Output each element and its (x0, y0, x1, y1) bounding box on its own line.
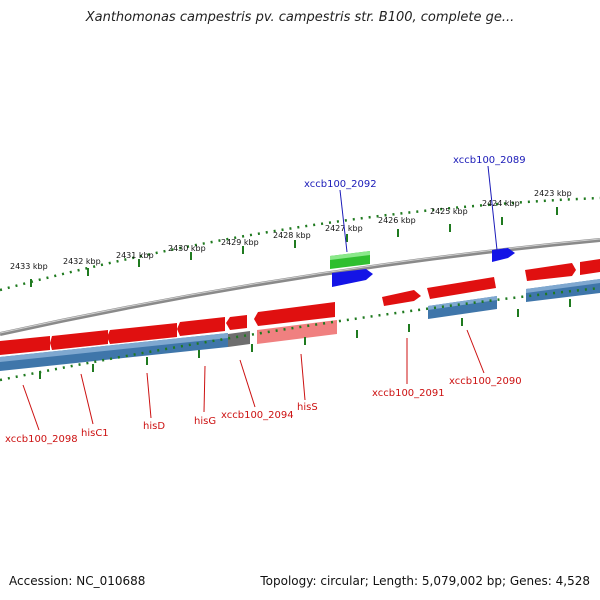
kbp-label: 2423 kbp (534, 189, 572, 198)
blue-feature[interactable] (332, 269, 373, 287)
kbp-label: 2428 kbp (273, 231, 311, 240)
kbp-label: 2431 kbp (116, 251, 154, 260)
cds-arrow[interactable] (427, 277, 496, 299)
cds-arrow[interactable] (107, 323, 177, 344)
gene-label-hisg: hisG (194, 416, 216, 427)
genome-backbone (0, 238, 600, 336)
gene-label-hisd: hisD (143, 421, 165, 432)
gene-label-xccb100-2089: xccb100_2089 (453, 155, 526, 166)
kbp-label: 2433 kbp (10, 262, 48, 271)
leader-lines (22, 165, 498, 431)
cds-arrow[interactable] (525, 263, 576, 281)
accession-label: Accession: NC_010688 (9, 574, 146, 588)
gene-label-xccb100-2091: xccb100_2091 (372, 388, 445, 399)
kbp-label: 2432 kbp (63, 257, 101, 266)
kbp-labels: 2433 kbp 2432 kbp 2431 kbp 2430 kbp 2429… (10, 189, 572, 271)
genome-summary: Topology: circular; Length: 5,079,002 bp… (260, 574, 590, 588)
cds-arrow[interactable] (226, 315, 247, 330)
inner-tick-track (0, 286, 600, 382)
gene-labels: xccb100_2098 hisC1 hisD hisG xccb100_209… (5, 155, 526, 445)
kbp-label: 2429 kbp (221, 238, 259, 247)
kbp-label: 2426 kbp (378, 216, 416, 225)
cds-arrow[interactable] (0, 336, 50, 355)
kbp-label: 2430 kbp (168, 244, 206, 253)
gene-label-xccb100-2092: xccb100_2092 (304, 179, 377, 190)
gene-label-hisc1: hisC1 (81, 428, 109, 439)
map-title: Xanthomonas campestris pv. campestris st… (85, 10, 515, 25)
gene-label-xccb100-2098: xccb100_2098 (5, 434, 78, 445)
cds-arrow[interactable] (382, 290, 421, 306)
blue-feature[interactable] (492, 248, 515, 262)
gene-label-xccb100-2090: xccb100_2090 (449, 376, 522, 387)
kbp-label: 2424 kbp (482, 199, 520, 208)
gene-label-xccb100-2094: xccb100_2094 (221, 410, 294, 421)
cds-arrow[interactable] (580, 259, 600, 275)
pseudo-gene[interactable] (257, 320, 337, 344)
gray-feature[interactable] (228, 331, 250, 347)
gene-label-hiss: hisS (297, 402, 318, 413)
outer-tick-track (0, 196, 600, 292)
cds-arrow[interactable] (177, 317, 225, 336)
cds-arrow[interactable] (254, 302, 335, 326)
kbp-label: 2425 kbp (430, 207, 468, 216)
cds-arrow[interactable] (50, 330, 108, 350)
